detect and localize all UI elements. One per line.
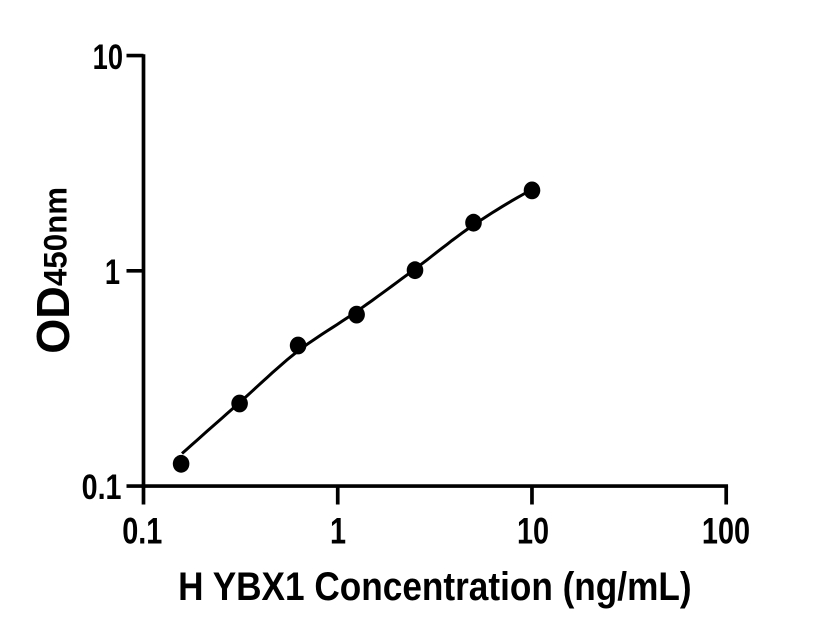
svg-text:1: 1 — [330, 511, 346, 552]
svg-text:1: 1 — [105, 253, 120, 292]
svg-text:OD450nm: OD450nm — [28, 187, 80, 354]
svg-text:10: 10 — [517, 511, 549, 552]
svg-text:H YBX1 Concentration (ng/mL): H YBX1 Concentration (ng/mL) — [178, 564, 691, 609]
svg-text:0.1: 0.1 — [122, 511, 162, 552]
svg-text:0.1: 0.1 — [82, 467, 122, 506]
svg-text:10: 10 — [93, 38, 123, 77]
svg-text:100: 100 — [702, 511, 750, 552]
